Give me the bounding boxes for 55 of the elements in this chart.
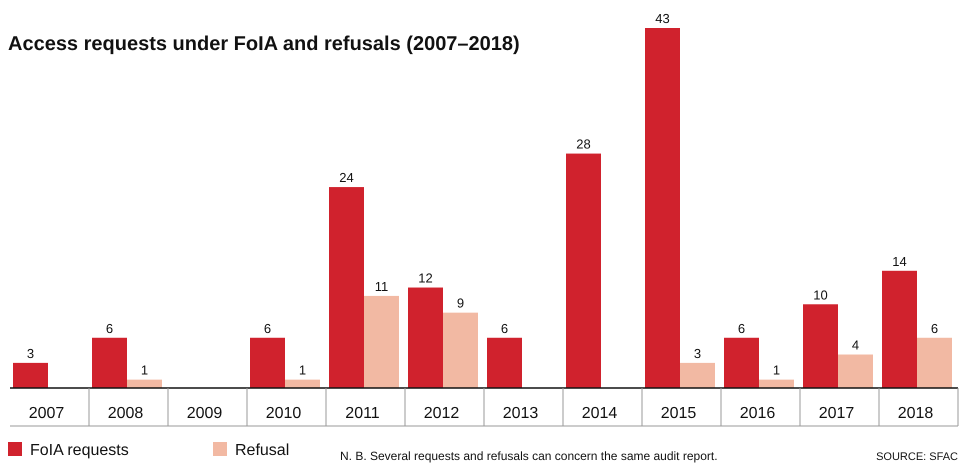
- bar: [364, 296, 399, 388]
- bar: [882, 270, 917, 388]
- data-label: 1: [772, 362, 780, 378]
- data-label: 3: [26, 346, 34, 361]
- data-label: 43: [655, 11, 670, 26]
- data-label: 6: [738, 320, 746, 336]
- data-label: 28: [576, 136, 591, 152]
- bar: [838, 354, 873, 388]
- data-label: 3: [694, 346, 702, 361]
- text: N. B. Several requests and refusals can concern the same audit report.: [340, 449, 718, 463]
- bar: [92, 338, 127, 388]
- bar: [759, 380, 794, 388]
- data-label: 4: [852, 338, 860, 353]
- bar: [250, 338, 285, 388]
- data-label: 6: [106, 320, 114, 336]
- x-tick-label: 2016: [740, 405, 776, 422]
- x-tick-label: 2007: [28, 405, 64, 422]
- data-label: 1: [298, 362, 306, 378]
- x-tick-label: 2015: [660, 405, 696, 422]
- data-label: 12: [418, 270, 433, 286]
- source-note: SOURCE: SFAC: [876, 451, 958, 463]
- x-tick-label: 2009: [186, 405, 222, 422]
- bar: [13, 362, 48, 388]
- bar: [127, 380, 162, 388]
- data-label: 6: [500, 320, 508, 336]
- bar: [645, 28, 680, 388]
- bar: [724, 338, 759, 388]
- x-tick-label: 2012: [424, 405, 460, 422]
- data-label: 1: [140, 362, 148, 378]
- data-label: 10: [813, 287, 828, 302]
- x-tick-label: 2011: [345, 405, 380, 422]
- bar: [803, 304, 838, 388]
- bar: [285, 380, 320, 388]
- bar: [408, 288, 443, 388]
- data-label: 11: [374, 278, 388, 294]
- bar: [566, 154, 601, 388]
- bar: [443, 312, 478, 388]
- data-label: 6: [930, 320, 938, 336]
- bar: [680, 362, 715, 388]
- legend-label: Refusal: [235, 442, 290, 459]
- x-tick-label: 2018: [898, 405, 934, 422]
- bar: [917, 338, 952, 388]
- data-label: 9: [456, 296, 464, 311]
- data-label: 6: [264, 320, 272, 336]
- bar: [487, 338, 522, 388]
- x-tick-label: 2017: [818, 405, 854, 422]
- chart-title: Access requests under FoIA and refusals (2007–2018): [8, 33, 520, 55]
- x-tick-label: 2008: [108, 405, 144, 422]
- legend-label: FoIA requests: [30, 442, 129, 459]
- bar: [329, 187, 364, 388]
- x-tick-label: 2013: [502, 405, 538, 422]
- x-tick-label: 2010: [266, 405, 302, 422]
- data-label: 24: [339, 170, 354, 186]
- x-tick-label: 2014: [582, 405, 618, 422]
- data-label: 14: [892, 254, 907, 269]
